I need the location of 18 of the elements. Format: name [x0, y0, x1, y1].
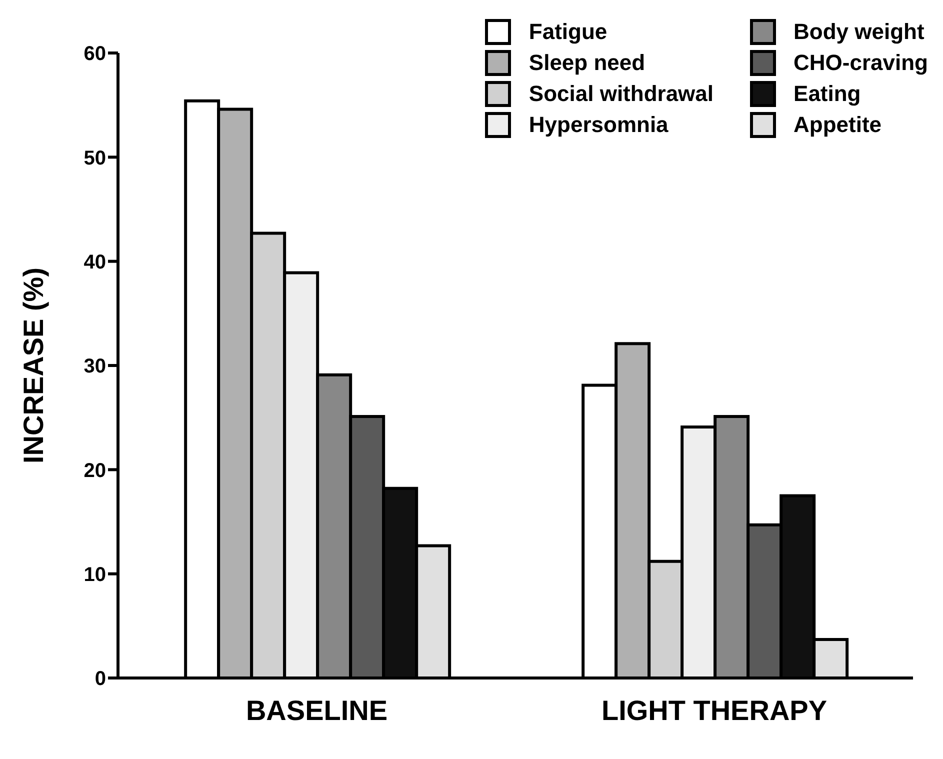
y-tick-label: 50 — [84, 147, 106, 170]
legend-label: Body weight — [794, 18, 924, 44]
legend-label: Hypersomnia — [528, 112, 668, 138]
x-tick-label: LIGHT THERAPY — [601, 694, 828, 726]
y-tick-label: 10 — [84, 564, 106, 586]
legend-label: CHO-craving — [794, 50, 928, 76]
legend-label: Appetite — [794, 112, 882, 138]
y-tick-label: 60 — [84, 43, 106, 66]
legend-label: Fatigue — [528, 18, 608, 44]
legend-label: Eating — [794, 80, 861, 106]
y-tick-label: 0 — [94, 668, 106, 690]
x-tick-label: BASELINE — [246, 694, 388, 726]
y-axis-title: INCREASE (%) — [18, 267, 49, 464]
legend-label: Sleep need — [528, 50, 646, 76]
y-tick-label: 40 — [84, 251, 106, 274]
y-tick-label: 20 — [84, 460, 106, 482]
legend-label: Social withdrawal — [528, 80, 714, 106]
y-tick-label: 30 — [84, 356, 106, 378]
